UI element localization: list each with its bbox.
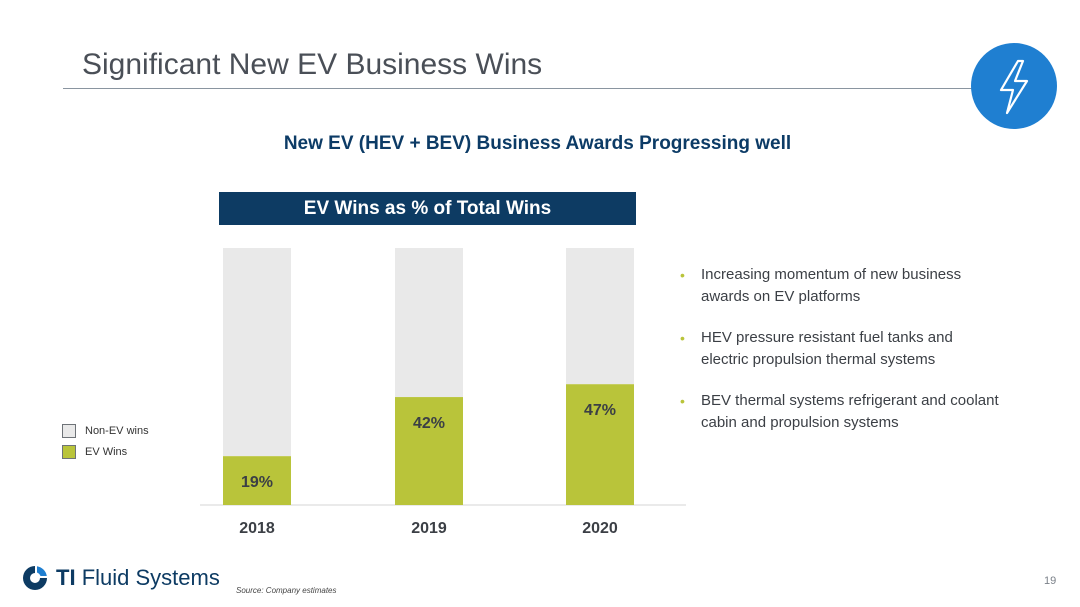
bar-ev-2020	[566, 384, 634, 505]
source-note: Source: Company estimates	[236, 586, 337, 595]
title-divider	[63, 88, 980, 89]
chart-legend: Non-EV wins EV Wins	[62, 420, 149, 462]
bullet-dot-icon: •	[680, 267, 685, 283]
bullet-list: • Increasing momentum of new business awa…	[680, 264, 1000, 453]
data-label-2018: 19%	[241, 474, 273, 491]
legend-item-ev: EV Wins	[62, 441, 149, 462]
bullet-item: • BEV thermal systems refrigerant and coo…	[680, 390, 1000, 434]
legend-item-non-ev: Non-EV wins	[62, 420, 149, 441]
data-label-2020: 47%	[584, 402, 616, 419]
bar-ev-2019	[395, 397, 463, 505]
chart-title: EV Wins as % of Total Wins	[219, 192, 636, 225]
logo-wordmark: TI Fluid Systems	[56, 565, 220, 591]
logo-name: Fluid Systems	[81, 565, 220, 590]
legend-swatch-non-ev	[62, 423, 76, 438]
logo-ti: TI	[56, 565, 76, 590]
bar-ev-2018	[223, 456, 291, 505]
ti-logo-icon	[23, 566, 47, 590]
bullet-dot-icon: •	[680, 330, 685, 346]
lightning-bolt-icon	[971, 43, 1057, 129]
page-number: 19	[1044, 575, 1057, 587]
company-logo: TI Fluid Systems	[20, 563, 220, 593]
slide-title: Significant New EV Business Wins	[82, 48, 543, 81]
bullet-item: • HEV pressure resistant fuel tanks and e…	[680, 327, 1000, 371]
legend-label-non-ev: Non-EV wins	[85, 424, 149, 437]
bullet-text: BEV thermal systems refrigerant and cool…	[701, 392, 999, 431]
bar-non-ev-2019	[395, 248, 463, 398]
bullet-text: Increasing momentum of new business awar…	[701, 266, 962, 305]
bar-non-ev-2020	[566, 248, 634, 385]
x-tick-label-2020: 2020	[582, 520, 618, 537]
bar-non-ev-2018	[223, 248, 291, 457]
bullet-item: • Increasing momentum of new business awa…	[680, 264, 1000, 308]
bullet-dot-icon: •	[680, 393, 685, 409]
legend-label-ev: EV Wins	[85, 445, 128, 458]
stacked-bar-chart: 19% 2018 42% 2019 47% 2020	[200, 248, 686, 537]
bullet-text: HEV pressure resistant fuel tanks and el…	[701, 329, 953, 368]
x-tick-label-2019: 2019	[411, 520, 447, 537]
legend-swatch-ev	[62, 444, 76, 459]
x-tick-label-2018: 2018	[239, 520, 275, 537]
slide-subtitle: New EV (HEV + BEV) Business Awards Progr…	[283, 133, 792, 154]
data-label-2019: 42%	[413, 415, 445, 432]
